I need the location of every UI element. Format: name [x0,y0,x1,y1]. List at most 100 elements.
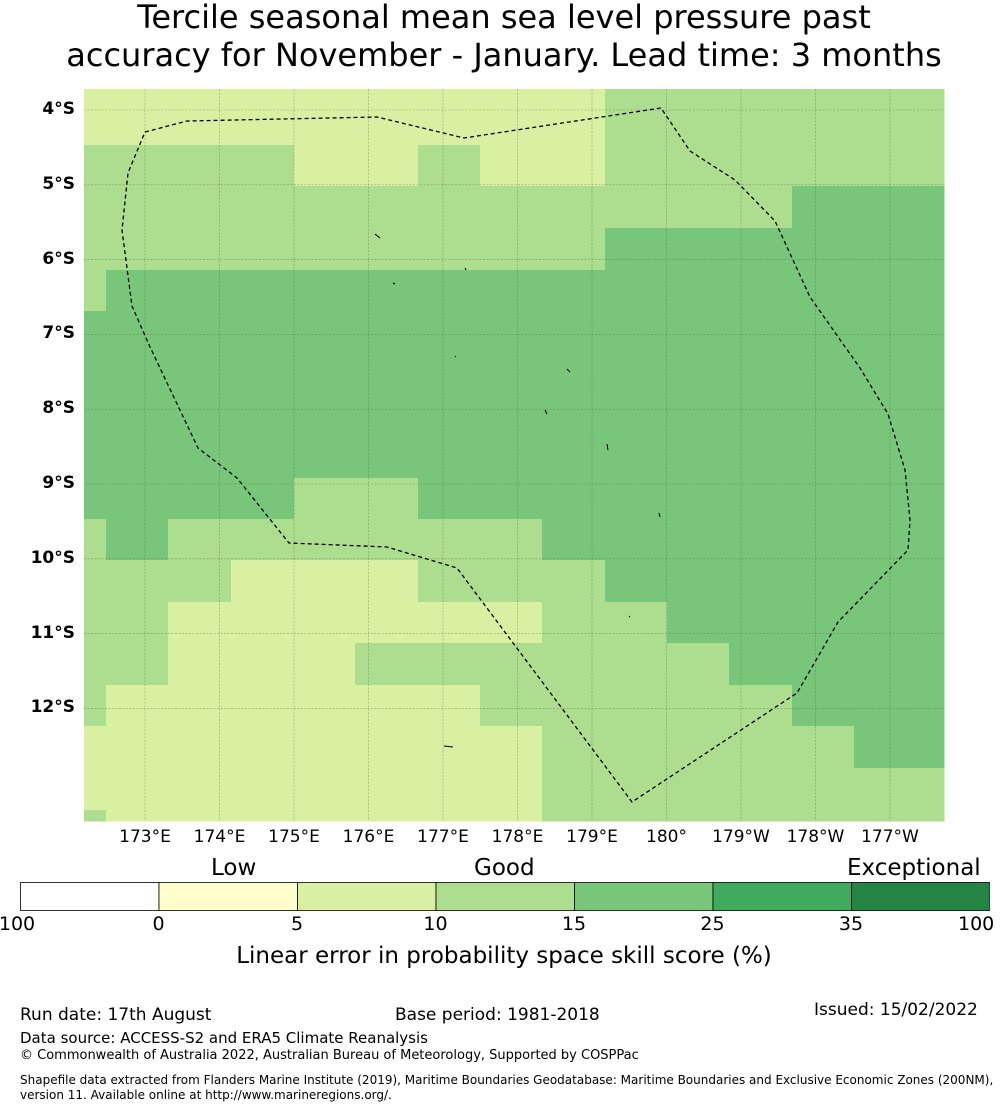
grid-cell [605,810,668,822]
grid-cell [854,270,945,312]
grid-cell [106,602,169,644]
colorbar-tick-label: 0 [152,913,165,935]
grid-cell [792,89,855,146]
grid-cell [106,519,169,561]
grid-cell [605,270,668,312]
grid-cell [854,726,945,769]
grid-cell [84,726,107,769]
grid-cell [418,311,481,354]
grid-cell [418,145,481,187]
grid-cell [667,519,730,561]
grid-cell [168,726,232,769]
grid-cell [605,519,668,561]
grid-cell [418,560,481,603]
grid-cell [418,478,481,520]
grid-cell [854,602,945,644]
grid-cell [480,478,543,520]
grid-cell [605,436,668,479]
grid-cell [418,89,481,146]
grid-cell [480,311,543,354]
grid-cell [84,768,107,811]
eez-boundary [121,107,911,803]
latitude-label: 11°S [30,622,75,643]
grid-cell [168,311,232,354]
grid-cell [84,270,107,312]
grid-cell [294,602,356,644]
grid-cell [294,726,356,769]
grid-cell [667,395,730,437]
grid-cell [418,643,481,686]
grid-cell [792,353,855,396]
category-good: Good [474,855,535,881]
latitude-label: 8°S [42,398,75,419]
grid-cell [480,726,543,769]
grid-cell [854,478,945,520]
grid-cell [480,643,543,686]
grid-cell [729,560,793,603]
grid-cell [418,685,481,727]
longitude-label: 177°E [417,827,469,847]
grid-cell [542,685,606,727]
chart-title-line-2: accuracy for November - January. Lead ti… [66,36,942,74]
grid-cell [729,145,793,187]
grid-cell [729,270,793,312]
grid-cell [605,228,668,271]
grid-cell [355,519,419,561]
grid-cell [106,145,169,187]
grid-cell [168,768,232,811]
grid-cell [355,685,419,727]
longitude-label: 174°E [193,827,246,847]
grid-cell [605,768,668,811]
grid-cell [418,270,481,312]
grid-cell [792,643,855,686]
grid-cell [542,643,606,686]
grid-cell [231,478,295,520]
grid-cell [792,602,855,644]
grid-cell [667,810,730,822]
colorbar-tick-label: 25 [700,913,725,935]
grid-cell [605,186,668,229]
graticule-lines [84,89,944,821]
category-exceptional: Exceptional [847,855,981,881]
shapefile-credit-1: Shapefile data extracted from Flanders M… [20,1073,994,1087]
grid-cell [792,186,855,229]
grid-cell [729,768,793,811]
grid-cell [854,186,945,229]
grid-cell [231,270,295,312]
colorbar-segment [297,882,437,911]
grid-cell [854,228,945,271]
grid-cell [231,685,295,727]
grid-cell [231,602,295,644]
grid-cell [792,145,855,187]
skill-score-map [84,89,945,822]
grid-cell [106,89,169,146]
grid-cell [231,395,295,437]
grid-cell [294,685,356,727]
grid-cell [231,186,295,229]
grid-cell [84,436,107,479]
grid-cell [729,685,793,727]
grid-cell [231,436,295,479]
colorbar-segment [435,882,575,911]
grid-cell [792,395,855,437]
grid-cell [854,89,945,146]
grid-cell [168,436,232,479]
grid-cell [854,560,945,603]
grid-cell [84,602,107,644]
grid-cell [667,726,730,769]
grid-cell [605,478,668,520]
island-outline [443,745,454,748]
grid-cell [729,311,793,354]
grid-cell [355,311,419,354]
grid-cell [168,186,232,229]
grid-cell [418,519,481,561]
grid-cell [729,395,793,437]
grid-cell [355,395,419,437]
grid-cell [294,311,356,354]
grid-cell [792,726,855,769]
grid-cell [542,810,606,822]
grid-cell [355,810,419,822]
colorbar-tick-label: 10 [423,913,448,935]
grid-cell [231,353,295,396]
grid-cell [418,726,481,769]
